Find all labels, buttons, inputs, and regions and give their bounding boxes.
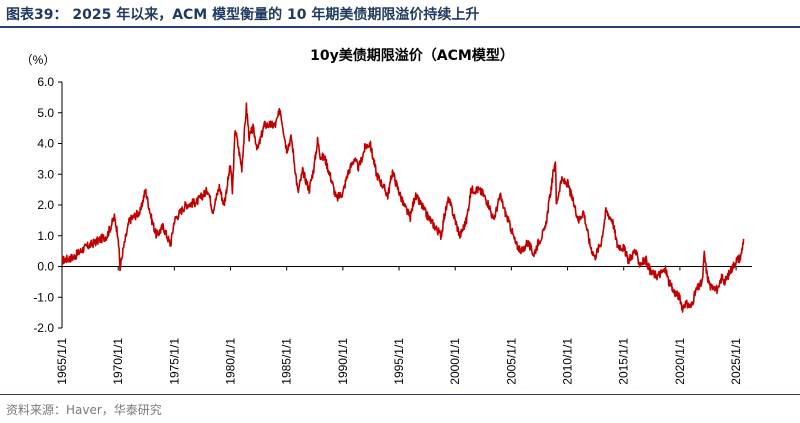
x-tick-label: 1965/1/1 [55,338,69,385]
plot-area [61,102,745,313]
y-axis-unit: （%） [21,53,56,67]
y-tick-label: 0.0 [37,260,54,274]
x-axis: 1965/1/1 1970/1/1 1975/1/1 1980/1/1 1985/1/1… [55,266,752,385]
y-tick-label: 6.0 [37,75,54,89]
y-tick-label: -2.0 [33,321,54,335]
x-tick-label: 1995/1/1 [392,338,406,385]
x-tick-label: 2005/1/1 [504,338,518,385]
footer-rule [0,394,800,395]
x-tick-label: 2015/1/1 [617,338,631,385]
y-axis: 6.0 5.0 4.0 3.0 2.0 1.0 0.0 -1.0 -2.0 [33,75,63,335]
y-tick-label: 3.0 [37,167,54,181]
y-tick-label: -1.0 [33,290,54,304]
x-tick-label: 1970/1/1 [111,338,125,385]
y-tick-label: 5.0 [37,106,54,120]
x-tick-label: 1985/1/1 [280,338,294,385]
y-tick-label: 2.0 [37,198,54,212]
term-premium-chart: 10y美债期限溢价（ACM模型） （%） 6.0 5.0 4.0 3.0 2.0 1.0 0… [21,47,752,385]
x-tick-label: 2010/1/1 [561,338,575,385]
source-note: 资料来源：Haver，华泰研究 [6,403,162,417]
term-premium-line [61,102,745,313]
x-tick-label: 2020/1/1 [673,338,687,385]
figure-title: 图表39： 2025 年以来，ACM 模型衡量的 10 年期美债期限溢价持续上升 [6,7,480,23]
y-tick-label: 4.0 [37,137,54,151]
x-tick-label: 2000/1/1 [448,338,462,385]
x-tick-label: 1990/1/1 [336,338,350,385]
x-tick-label: 1980/1/1 [224,338,238,385]
x-tick-label: 2025/1/1 [729,338,743,385]
chart-title: 10y美债期限溢价（ACM模型） [310,47,514,64]
header-rule [0,26,800,28]
y-tick-label: 1.0 [37,229,54,243]
x-tick-label: 1975/1/1 [167,338,181,385]
